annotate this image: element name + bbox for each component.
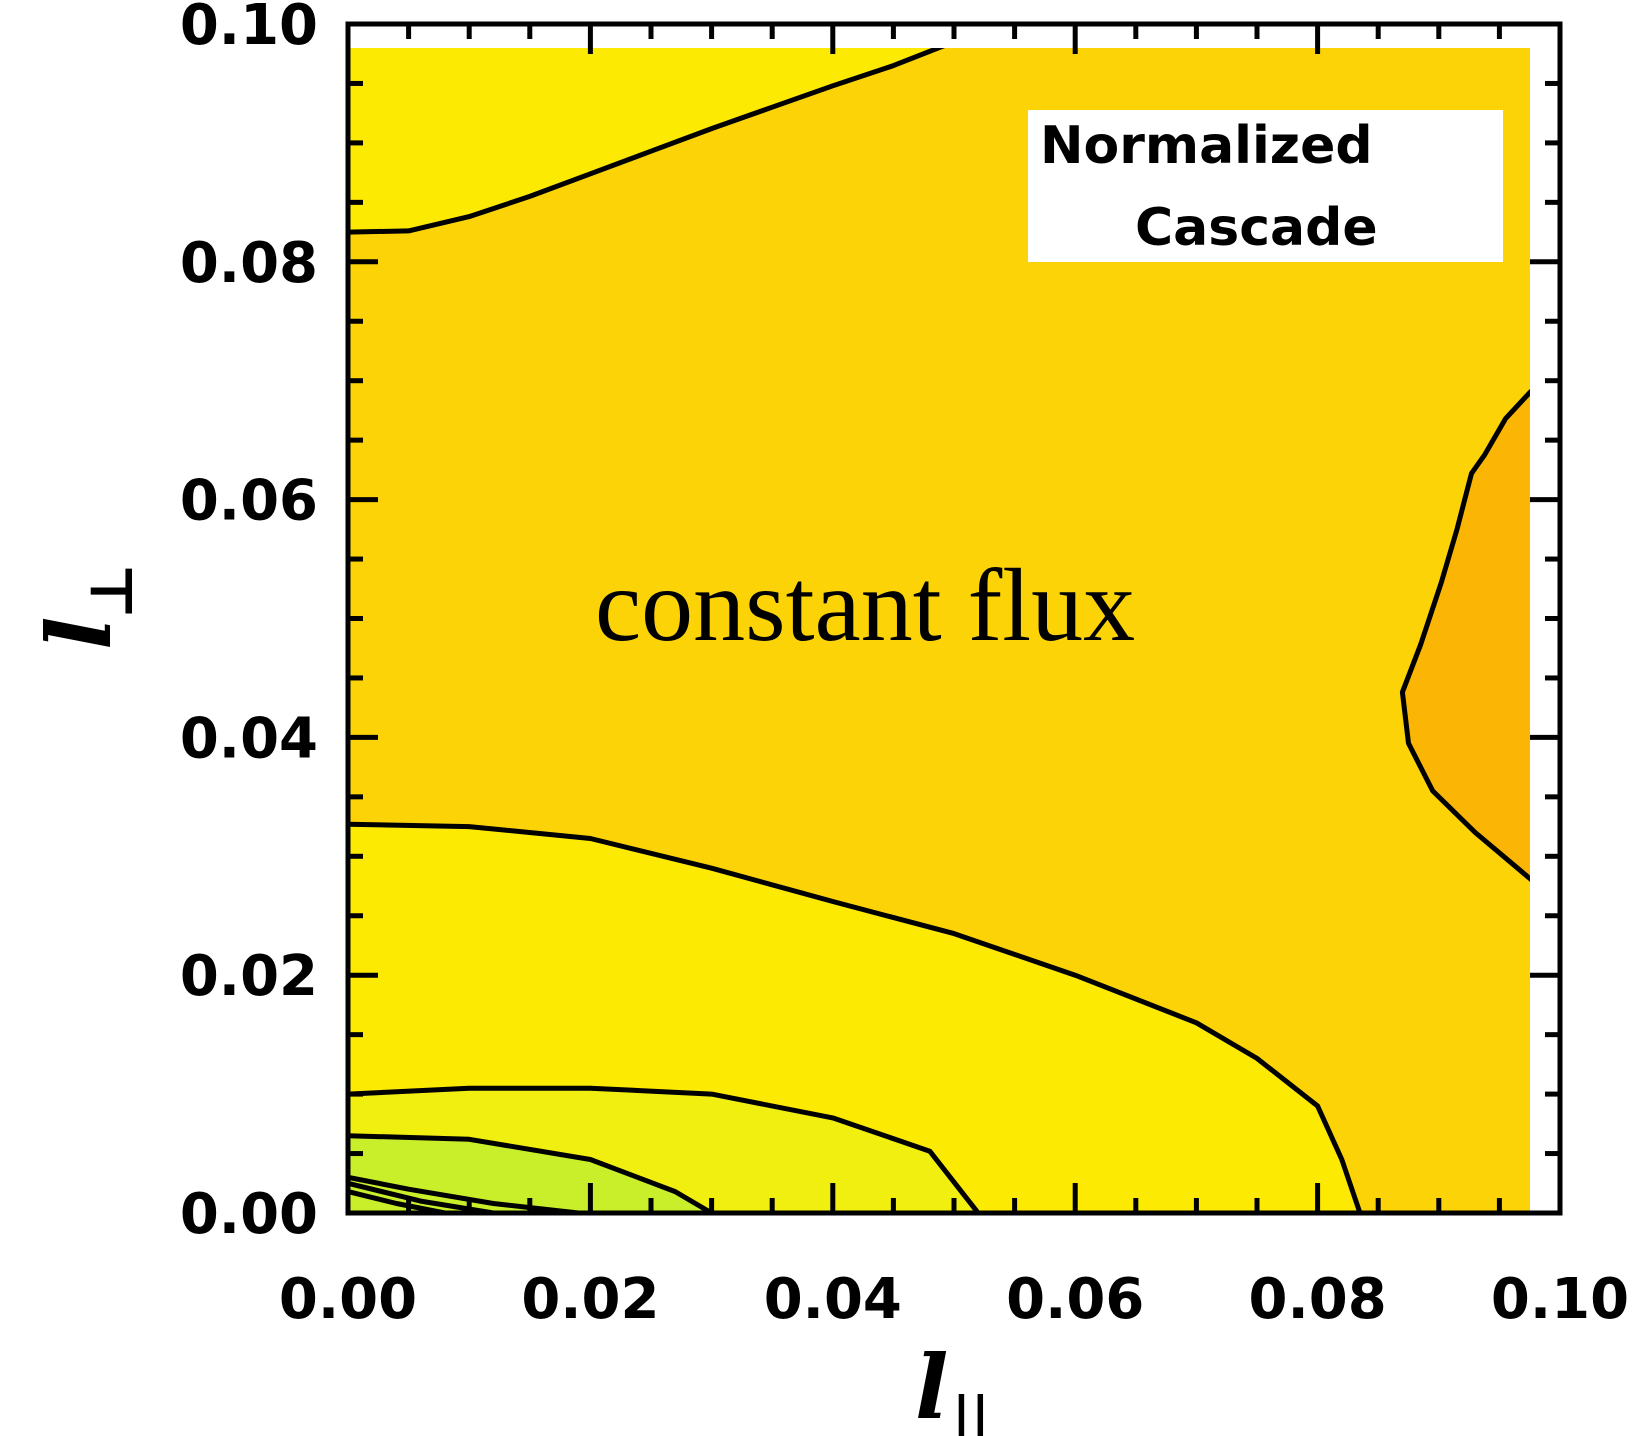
x-axis-label: l xyxy=(915,1335,948,1436)
annotation-text: constant flux xyxy=(595,548,1135,663)
region-top-left-band xyxy=(348,48,939,233)
y-axis-label: l xyxy=(27,617,131,650)
y-tick-label: 0.10 xyxy=(180,0,318,58)
y-tick-label: 0.04 xyxy=(180,706,318,771)
x-tick-label: 0.02 xyxy=(521,1267,659,1332)
x-tick-label: 0.00 xyxy=(279,1267,417,1332)
x-tick-label: 0.08 xyxy=(1249,1267,1387,1332)
x-axis-label-sub: || xyxy=(952,1386,990,1436)
x-tick-label: 0.04 xyxy=(764,1267,902,1332)
contour-1 xyxy=(348,48,946,235)
y-tick-label: 0.02 xyxy=(180,944,318,1009)
legend-box xyxy=(1028,110,1503,262)
region-right-high-band xyxy=(1402,392,1530,879)
x-tick-label: 0.10 xyxy=(1491,1267,1629,1332)
y-axis-label-sub: ⊥ xyxy=(77,562,147,620)
x-tick-label: 0.06 xyxy=(1006,1267,1144,1332)
contour-6 xyxy=(348,1174,579,1213)
contour-4 xyxy=(348,1085,981,1213)
contour-8 xyxy=(348,1189,446,1213)
legend-line-2: Cascade xyxy=(1135,198,1378,258)
contour-2 xyxy=(1399,389,1530,882)
y-tick-label: 0.00 xyxy=(180,1182,318,1247)
legend-line-1: Normalized xyxy=(1040,116,1373,176)
y-tick-label: 0.08 xyxy=(180,231,318,296)
contour-3 xyxy=(348,821,1363,1213)
contour-5 xyxy=(348,1133,713,1213)
y-tick-label: 0.06 xyxy=(180,469,318,534)
